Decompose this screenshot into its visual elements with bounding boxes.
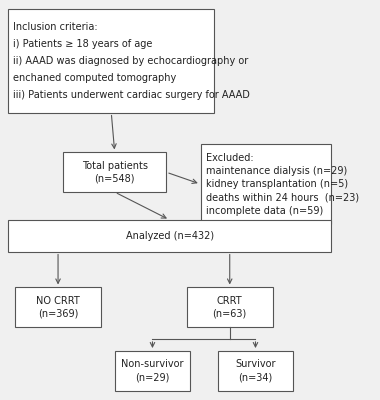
Text: iii) Patients underwent cardiac surgery for AAAD: iii) Patients underwent cardiac surgery …: [13, 90, 250, 100]
Text: ii) AAAD was diagnosed by echocardiography or: ii) AAAD was diagnosed by echocardiograp…: [13, 56, 249, 66]
Text: incomplete data (n=59): incomplete data (n=59): [206, 206, 323, 216]
Text: Analyzed (n=432): Analyzed (n=432): [125, 231, 214, 241]
FancyBboxPatch shape: [15, 287, 101, 327]
Text: (n=29): (n=29): [135, 372, 169, 382]
Text: kidney transplantation (n=5): kidney transplantation (n=5): [206, 179, 348, 189]
Text: Excluded:: Excluded:: [206, 153, 253, 163]
Text: Inclusion criteria:: Inclusion criteria:: [13, 22, 98, 32]
Text: (n=369): (n=369): [38, 309, 78, 319]
FancyBboxPatch shape: [201, 144, 331, 224]
Text: Non-survivor: Non-survivor: [121, 359, 184, 369]
FancyBboxPatch shape: [8, 9, 214, 113]
Text: i) Patients ≥ 18 years of age: i) Patients ≥ 18 years of age: [13, 39, 153, 49]
Text: (n=63): (n=63): [212, 309, 247, 319]
Text: (n=34): (n=34): [238, 372, 272, 382]
Text: CRRT: CRRT: [217, 296, 242, 306]
FancyBboxPatch shape: [63, 152, 166, 192]
Text: NO CRRT: NO CRRT: [36, 296, 80, 306]
Text: deaths within 24 hours  (n=23): deaths within 24 hours (n=23): [206, 192, 359, 202]
Text: maintenance dialysis (n=29): maintenance dialysis (n=29): [206, 166, 347, 176]
FancyBboxPatch shape: [218, 351, 293, 391]
Text: enchaned computed tomography: enchaned computed tomography: [13, 73, 177, 83]
FancyBboxPatch shape: [8, 220, 331, 252]
FancyBboxPatch shape: [115, 351, 190, 391]
Text: Total patients: Total patients: [82, 160, 148, 170]
Text: (n=548): (n=548): [95, 174, 135, 184]
Text: Survivor: Survivor: [235, 359, 276, 369]
FancyBboxPatch shape: [187, 287, 273, 327]
